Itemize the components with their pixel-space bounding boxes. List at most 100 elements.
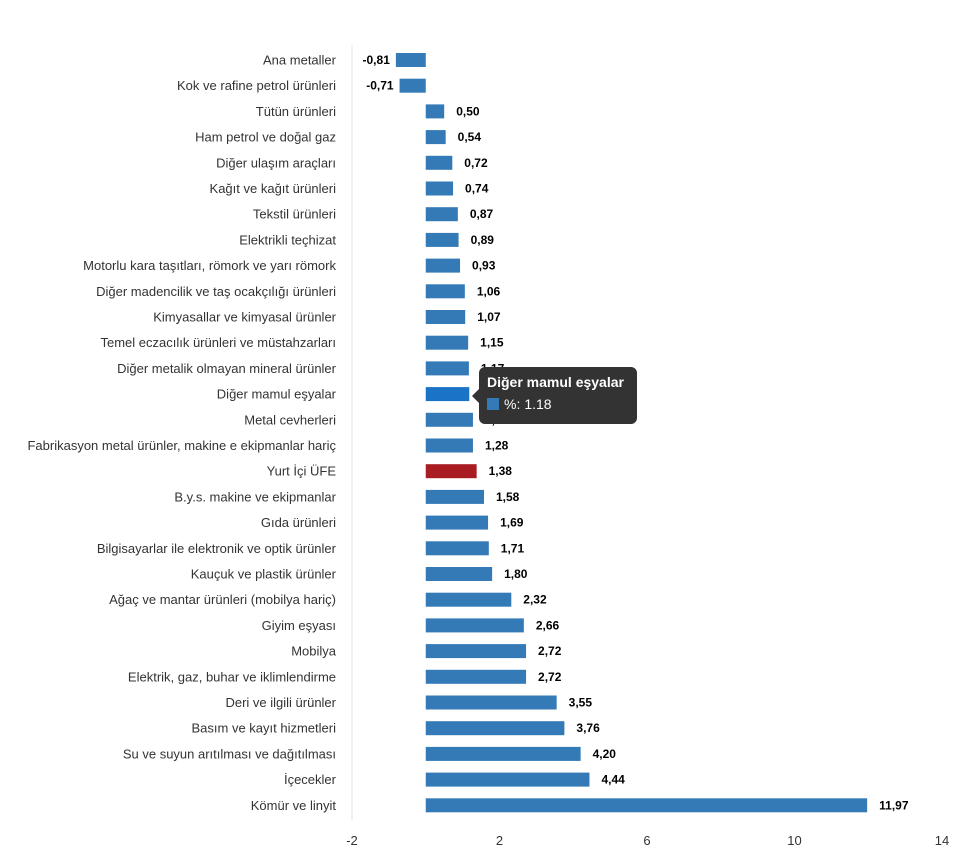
value-label: 0,93	[472, 259, 496, 273]
value-label: 0,50	[456, 104, 480, 118]
category-label: Tütün ürünleri	[256, 104, 336, 119]
bar[interactable]	[425, 695, 557, 710]
value-label: 0,89	[471, 233, 495, 247]
value-label: 1,06	[477, 284, 501, 298]
bar[interactable]	[425, 207, 458, 222]
category-label: Kağıt ve kağıt ürünleri	[210, 181, 337, 196]
value-label: 2,72	[538, 644, 562, 658]
bar[interactable]	[425, 746, 581, 761]
value-label: 3,76	[576, 721, 600, 735]
x-tick-label: -2	[346, 833, 358, 848]
category-label: Diğer mamul eşyalar	[217, 387, 337, 402]
tooltip-title: Diğer mamul eşyalar	[487, 374, 624, 390]
bar[interactable]	[425, 284, 465, 299]
bar[interactable]	[425, 335, 469, 350]
tooltip-value: 1.18	[524, 396, 552, 412]
bar[interactable]	[425, 772, 590, 787]
category-label: Kauçuk ve plastik ürünler	[191, 567, 337, 582]
x-tick-label: 14	[935, 833, 949, 848]
category-label: Basım ve kayıt hizmetleri	[192, 721, 337, 736]
bar[interactable]	[425, 541, 489, 556]
value-label: 1,38	[489, 464, 513, 478]
value-label: -0,71	[366, 79, 394, 93]
category-label: Ham petrol ve doğal gaz	[195, 130, 336, 145]
value-label: 1,28	[485, 439, 509, 453]
value-label: 4,44	[601, 773, 625, 787]
value-label: 1,15	[480, 336, 504, 350]
category-label: Bilgisayarlar ile elektronik ve optik ür…	[97, 541, 337, 556]
value-label: 1,07	[477, 310, 501, 324]
tooltip-series-label: %:	[504, 396, 521, 412]
category-label: Diğer madencilik ve taş ocakçılığı ürünl…	[96, 284, 336, 299]
bar[interactable]	[425, 412, 473, 427]
category-label: Deri ve ilgili ürünler	[225, 695, 336, 710]
bar[interactable]	[425, 181, 454, 196]
bars-layer	[395, 53, 868, 813]
bar[interactable]	[425, 515, 489, 530]
category-label: Tekstil ürünleri	[253, 207, 336, 222]
category-label: Ağaç ve mantar ürünleri (mobilya hariç)	[109, 592, 336, 607]
category-label: Ana metaller	[263, 53, 337, 68]
value-label: 1,69	[500, 516, 524, 530]
value-label: -0,81	[363, 53, 391, 67]
x-tick-label: 2	[496, 833, 503, 848]
category-label: Diğer metalik olmayan mineral ürünler	[117, 361, 337, 376]
bar[interactable]	[425, 104, 445, 119]
bar[interactable]	[425, 130, 446, 145]
value-label: 11,97	[879, 798, 909, 812]
tooltip-swatch	[487, 398, 499, 410]
bar[interactable]	[425, 361, 469, 376]
category-label: Metal cevherleri	[244, 412, 336, 427]
category-label: Su ve suyun arıtılması ve dağıtılması	[123, 746, 336, 761]
category-label: Kok ve rafine petrol ürünleri	[177, 78, 336, 93]
x-tick-label: 10	[787, 833, 801, 848]
value-label: 1,71	[501, 541, 525, 555]
value-label: 0,54	[458, 130, 482, 144]
category-label: Kömür ve linyit	[251, 798, 337, 813]
value-label: 2,32	[523, 593, 547, 607]
bar[interactable]	[425, 438, 473, 453]
category-label: Mobilya	[291, 644, 337, 659]
bar[interactable]	[399, 78, 426, 93]
bar[interactable]	[425, 310, 466, 324]
category-label: Elektrikli teçhizat	[239, 232, 336, 247]
bar[interactable]	[425, 644, 527, 659]
bar[interactable]	[425, 618, 524, 633]
labels-layer: Ana metaller -0,81 Kok ve rafine petrol ür…	[27, 53, 908, 813]
category-label: Giyim eşyası	[262, 618, 336, 633]
bar[interactable]	[425, 592, 512, 607]
bar[interactable]	[425, 721, 565, 736]
value-label: 1,80	[504, 567, 528, 581]
category-label: Motorlu kara taşıtları, römork ve yarı r…	[83, 258, 336, 273]
bar[interactable]	[425, 387, 470, 402]
bar[interactable]	[425, 567, 493, 581]
value-label: 2,72	[538, 670, 562, 684]
category-label: Yurt İçi ÜFE	[267, 464, 337, 479]
bar[interactable]	[425, 489, 485, 504]
bar[interactable]	[425, 155, 453, 170]
category-label: Fabrikasyon metal ürünler, makine e ekip…	[27, 438, 336, 453]
value-label: 2,66	[536, 618, 560, 632]
value-label: 0,87	[470, 207, 494, 221]
value-label: 0,72	[464, 156, 488, 170]
bar[interactable]	[395, 53, 426, 67]
x-axis-ticks: -2 2 6 10 14	[346, 833, 949, 848]
bar[interactable]	[425, 232, 459, 247]
bar-tooltip: Diğer mamul eşyalar %: 1.18	[472, 367, 637, 424]
bar[interactable]	[425, 258, 461, 273]
bar[interactable]	[425, 798, 868, 813]
category-label: İçecekler	[284, 772, 337, 787]
value-label: 0,74	[465, 182, 489, 196]
category-label: Diğer ulaşım araçları	[216, 155, 336, 170]
x-tick-label: 6	[643, 833, 650, 848]
value-label: 4,20	[593, 747, 617, 761]
tooltip-row: %: 1.18	[487, 396, 629, 412]
category-label: Elektrik, gaz, buhar ve iklimlendirme	[128, 669, 336, 684]
bar[interactable]	[425, 464, 477, 479]
category-label: B.y.s. makine ve ekipmanlar	[174, 489, 336, 504]
category-label: Temel eczacılık ürünleri ve müstahzarlar…	[100, 335, 336, 350]
value-label: 3,55	[569, 696, 593, 710]
category-label: Gıda ürünleri	[261, 515, 336, 530]
bar[interactable]	[425, 669, 527, 684]
